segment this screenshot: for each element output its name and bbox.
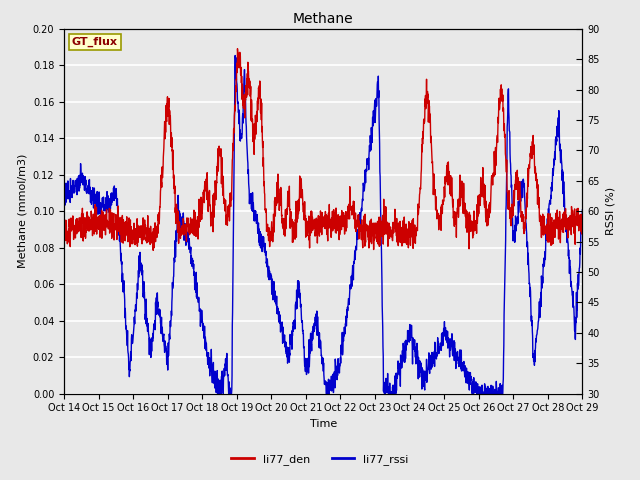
Text: GT_flux: GT_flux bbox=[72, 37, 118, 48]
Legend: li77_den, li77_rssi: li77_den, li77_rssi bbox=[227, 450, 413, 469]
X-axis label: Time: Time bbox=[310, 419, 337, 429]
Y-axis label: Methane (mmol/m3): Methane (mmol/m3) bbox=[17, 154, 28, 268]
Title: Methane: Methane bbox=[293, 12, 353, 26]
Y-axis label: RSSI (%): RSSI (%) bbox=[605, 187, 615, 235]
